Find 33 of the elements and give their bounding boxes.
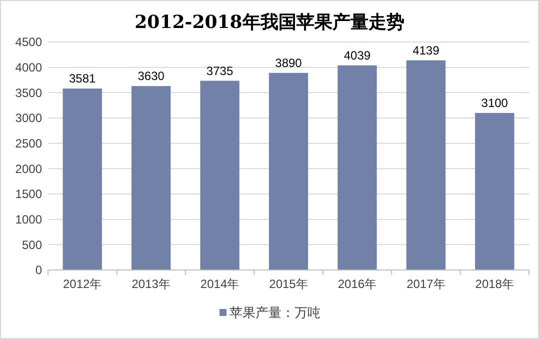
- x-tick-label: 2018年: [475, 277, 514, 291]
- bar: [200, 80, 240, 270]
- bar: [475, 112, 514, 270]
- x-tick-label: 2015年: [269, 277, 308, 291]
- y-tick-label: 500: [22, 238, 42, 252]
- data-label: 3581: [69, 72, 96, 86]
- chart-title: 2012-2018年我国苹果产量走势: [134, 12, 404, 33]
- x-tick-label: 2012年: [63, 277, 102, 291]
- y-tick-label: 0: [35, 263, 42, 278]
- x-tick-label: 2017年: [406, 277, 446, 291]
- x-tick-label: 2014年: [200, 277, 240, 291]
- y-tick-label: 2000: [15, 162, 42, 176]
- y-tick-label: 3500: [15, 86, 42, 100]
- bar: [268, 72, 308, 270]
- data-label: 3100: [481, 96, 508, 110]
- y-tick-label: 4500: [15, 35, 42, 50]
- data-label: 4139: [412, 43, 440, 58]
- y-tick-label: 3000: [15, 111, 42, 126]
- y-tick-label: 1500: [15, 187, 42, 202]
- y-tick-label: 4000: [15, 60, 42, 75]
- bar: [406, 60, 446, 270]
- x-tick-label: 2013年: [132, 277, 170, 291]
- y-tick-label: 2500: [15, 136, 42, 151]
- bar: [131, 86, 171, 270]
- legend-label: 苹果产量：万吨: [230, 305, 320, 320]
- data-label: 3630: [138, 69, 165, 84]
- data-label: 3735: [206, 64, 234, 78]
- y-tick-label: 1000: [15, 212, 42, 227]
- data-label: 3890: [275, 56, 302, 70]
- data-label: 4039: [344, 48, 371, 62]
- x-tick-label: 2016年: [338, 277, 377, 291]
- bar: [338, 65, 377, 270]
- bar: [62, 88, 102, 270]
